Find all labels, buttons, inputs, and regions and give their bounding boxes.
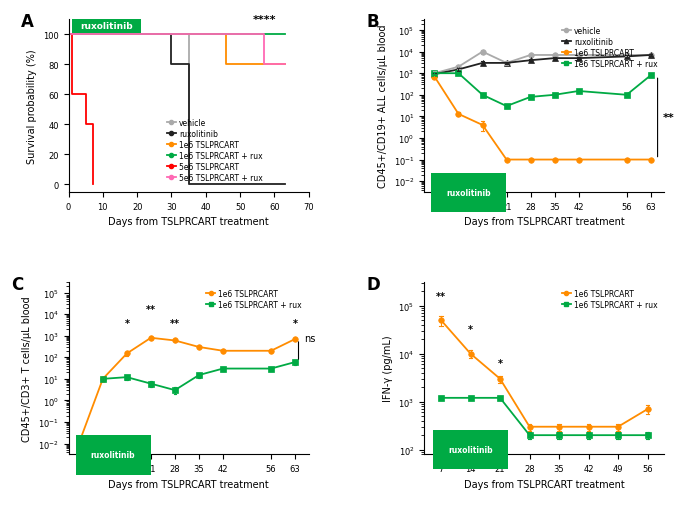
Legend: vehicle, ruxolitinib, 1e6 TSLPRCART, 1e6 TSLPRCART + rux: vehicle, ruxolitinib, 1e6 TSLPRCART, 1e6… (559, 24, 660, 72)
Text: ns: ns (303, 333, 315, 343)
Text: **: ** (662, 113, 675, 123)
Text: *: * (468, 325, 473, 335)
Text: A: A (21, 13, 34, 31)
Text: ruxolitinib: ruxolitinib (80, 22, 133, 31)
Text: **: ** (170, 319, 180, 328)
Text: D: D (366, 275, 380, 293)
Text: **: ** (146, 305, 156, 315)
Legend: vehicle, ruxolitinib, 1e6 TSLPRCART, 1e6 TSLPRCART + rux, 5e6 TSLPRCART, 5e6 TSL: vehicle, ruxolitinib, 1e6 TSLPRCART, 1e6… (164, 116, 266, 185)
X-axis label: Days from TSLPRCART treatment: Days from TSLPRCART treatment (108, 479, 269, 489)
Text: C: C (11, 275, 23, 293)
Text: B: B (366, 13, 379, 31)
Text: ****: **** (253, 15, 276, 25)
Text: *: * (497, 359, 503, 368)
Text: ruxolitinib: ruxolitinib (447, 188, 491, 197)
FancyBboxPatch shape (72, 20, 140, 34)
X-axis label: Days from TSLPRCART treatment: Days from TSLPRCART treatment (108, 217, 269, 227)
X-axis label: Days from TSLPRCART treatment: Days from TSLPRCART treatment (464, 479, 625, 489)
Text: ruxolitinib: ruxolitinib (91, 450, 136, 460)
Text: **: ** (436, 291, 446, 301)
Legend: 1e6 TSLPRCART, 1e6 TSLPRCART + rux: 1e6 TSLPRCART, 1e6 TSLPRCART + rux (559, 286, 660, 312)
Y-axis label: CD45+/CD19+ ALL cells/μL blood: CD45+/CD19+ ALL cells/μL blood (378, 25, 388, 188)
Y-axis label: CD45+/CD3+ T cells/μL blood: CD45+/CD3+ T cells/μL blood (23, 295, 32, 441)
Text: ruxolitinib: ruxolitinib (448, 445, 493, 454)
Y-axis label: Survival probability (%): Survival probability (%) (27, 49, 38, 164)
X-axis label: Days from TSLPRCART treatment: Days from TSLPRCART treatment (464, 217, 625, 227)
Y-axis label: IFN-γ (pg/mL): IFN-γ (pg/mL) (383, 335, 393, 401)
Legend: 1e6 TSLPRCART, 1e6 TSLPRCART + rux: 1e6 TSLPRCART, 1e6 TSLPRCART + rux (203, 286, 305, 312)
Text: *: * (125, 319, 129, 328)
Text: *: * (292, 319, 297, 328)
